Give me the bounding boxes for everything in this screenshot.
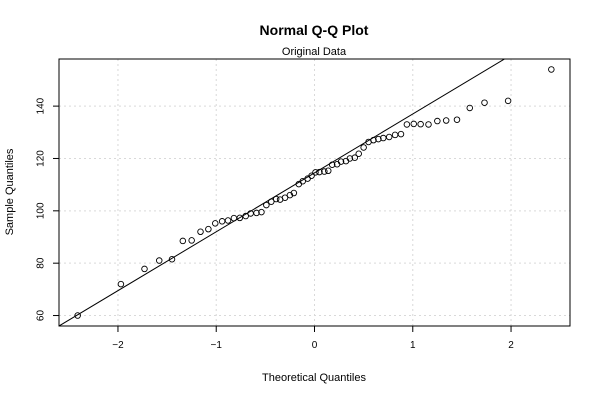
x-tick-label: −1 bbox=[211, 340, 223, 351]
data-point bbox=[218, 218, 226, 225]
data-point bbox=[328, 161, 336, 169]
chart-subtitle: Original Data bbox=[282, 46, 347, 58]
x-tick-label: 2 bbox=[508, 340, 514, 351]
data-point bbox=[268, 198, 275, 205]
data-point bbox=[481, 99, 488, 106]
y-tick-label: 60 bbox=[36, 310, 47, 322]
data-point bbox=[258, 208, 265, 216]
data-point bbox=[312, 169, 319, 176]
y-tick-label: 120 bbox=[36, 150, 47, 167]
data-point bbox=[74, 312, 81, 319]
data-point bbox=[168, 256, 176, 263]
data-point bbox=[286, 191, 294, 199]
axes: −2 −1 0 1 2 60 80 100 120 140 bbox=[36, 97, 515, 351]
data-point bbox=[442, 117, 450, 124]
y-tick-label: 80 bbox=[36, 257, 47, 269]
y-tick-label: 100 bbox=[36, 202, 47, 219]
data-point bbox=[397, 130, 405, 138]
x-axis-label: Theoretical Quantiles bbox=[262, 372, 366, 384]
x-tick-label: 1 bbox=[410, 340, 416, 351]
data-point bbox=[417, 120, 424, 128]
y-tick-label: 140 bbox=[36, 97, 47, 114]
data-point bbox=[403, 121, 411, 128]
data-point bbox=[337, 158, 345, 165]
data-point bbox=[253, 209, 260, 217]
data-point bbox=[141, 265, 148, 273]
data-point bbox=[355, 150, 362, 158]
data-point bbox=[321, 168, 328, 175]
reference-line bbox=[59, 59, 506, 326]
data-point bbox=[504, 97, 512, 105]
data-point bbox=[272, 195, 280, 203]
data-point bbox=[325, 167, 332, 175]
data-point bbox=[375, 135, 382, 143]
data-point bbox=[236, 214, 244, 222]
data-point bbox=[179, 237, 187, 245]
x-tick-label: −2 bbox=[112, 340, 124, 351]
data-point bbox=[299, 177, 306, 185]
data-point bbox=[410, 120, 418, 128]
chart-title: Normal Q-Q Plot bbox=[260, 22, 369, 38]
data-point bbox=[281, 194, 289, 201]
data-point bbox=[466, 104, 474, 112]
data-point bbox=[360, 144, 367, 151]
grid-lines bbox=[59, 59, 570, 326]
data-point bbox=[385, 133, 393, 141]
data-point bbox=[188, 237, 195, 244]
reference-line-group bbox=[59, 59, 506, 326]
data-point bbox=[290, 189, 298, 197]
data-point bbox=[211, 220, 219, 227]
data-point bbox=[224, 217, 232, 224]
data-point bbox=[242, 212, 249, 220]
x-tick-label: 0 bbox=[312, 340, 318, 351]
data-point bbox=[205, 225, 212, 233]
data-point bbox=[370, 136, 377, 144]
data-point bbox=[434, 117, 441, 125]
y-axis-label: Sample Quantiles bbox=[4, 148, 16, 235]
data-point bbox=[117, 280, 125, 288]
data-point bbox=[351, 154, 359, 161]
data-points bbox=[74, 66, 555, 319]
data-point bbox=[263, 201, 270, 209]
data-point bbox=[548, 66, 555, 73]
data-point bbox=[425, 121, 432, 128]
data-point bbox=[316, 168, 323, 176]
plot-frame bbox=[58, 58, 571, 327]
data-point bbox=[346, 155, 354, 162]
data-point bbox=[230, 214, 238, 222]
data-point bbox=[391, 131, 399, 139]
data-point bbox=[155, 257, 163, 264]
data-point bbox=[197, 228, 204, 236]
data-point bbox=[308, 172, 315, 179]
data-point bbox=[380, 134, 387, 142]
data-point bbox=[453, 116, 461, 123]
